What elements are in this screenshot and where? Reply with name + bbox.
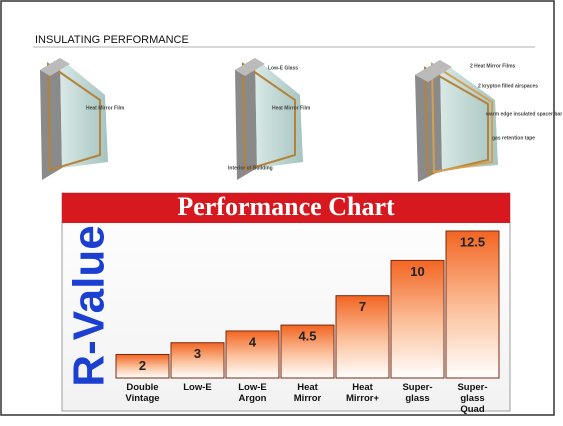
diagram-label: Heat Mirror Film <box>272 105 311 111</box>
bar <box>335 295 390 379</box>
value-label: 4.5 <box>298 329 316 344</box>
x-tick-label: Super-glass Quad <box>457 382 488 415</box>
window-diagram <box>40 58 108 180</box>
bar <box>445 230 500 379</box>
bar <box>225 330 280 379</box>
bar <box>280 324 335 379</box>
value-label: 3 <box>194 346 201 361</box>
x-tick-label: Super-glass <box>402 382 433 404</box>
diagram-label: Interior of Building <box>228 165 273 171</box>
bar <box>170 342 225 379</box>
y-axis-label: R-Value <box>65 225 114 386</box>
bar <box>115 353 170 379</box>
value-label: 10 <box>410 264 424 279</box>
bar <box>390 259 445 379</box>
window-diagram <box>415 60 498 182</box>
slide-title: INSULATING PERFORMANCE <box>35 34 189 46</box>
window-diagram <box>235 58 303 180</box>
diagram-label: Low-E Glass <box>268 65 298 71</box>
value-label: 12.5 <box>460 234 485 249</box>
value-label: 2 <box>139 358 146 373</box>
diagram-label: 2 krypton filled airspaces <box>478 83 538 89</box>
diagram-label: warm edge insulated spacer bar <box>485 111 562 117</box>
x-tick-label: Double Vintage <box>125 382 160 404</box>
x-tick-label: Heat Mirror <box>293 382 322 404</box>
diagram-label: Heat Mirror Film <box>86 105 125 111</box>
x-tick-label: Low-E Argon <box>238 382 267 404</box>
chart-banner <box>62 193 510 223</box>
x-tick-label: Low-E <box>183 382 212 393</box>
value-label: 4 <box>249 334 257 349</box>
x-tick-label: Heat Mirror+ <box>346 382 379 404</box>
diagram-label: gas retention tape <box>492 135 535 141</box>
diagram-label: 2 Heat Mirror Films <box>470 63 516 69</box>
chart-title: Performance Chart <box>177 192 395 221</box>
value-label: 7 <box>359 299 366 314</box>
